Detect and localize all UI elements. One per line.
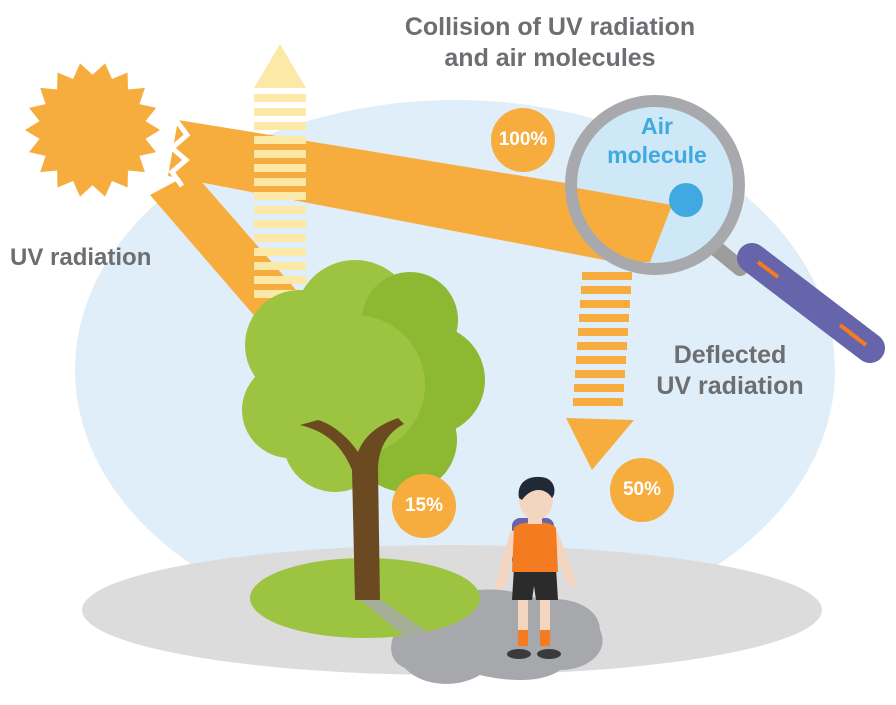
person-figure: [495, 476, 577, 659]
diagram-title: Collision of UV radiation and air molecu…: [380, 12, 720, 75]
sun-icon: [25, 63, 160, 197]
badge-100-percent: 100%: [491, 108, 555, 172]
badge-50-percent: 50%: [610, 458, 674, 522]
badge-15-percent: 15%: [392, 474, 456, 538]
tree-foliage: [242, 260, 485, 492]
deflected-uv-label: Deflected UV radiation: [640, 340, 820, 403]
uv-radiation-label: UV radiation: [10, 244, 152, 271]
deflected-uv-arrow: [566, 272, 634, 470]
deflected-line-2: UV radiation: [656, 372, 804, 401]
deflected-line-1: Deflected: [673, 341, 787, 369]
tree-shadow: [358, 598, 440, 645]
air-molecule-line-2: molecule: [607, 141, 707, 168]
title-line-1: Collision of UV radiation: [404, 13, 696, 41]
air-molecule-label: Air molecule: [598, 112, 716, 170]
sun-beam-zigzag: [168, 118, 191, 188]
magnifier-lens: [565, 95, 745, 275]
title-line-2: and air molecules: [444, 44, 656, 73]
air-molecule-dot: [669, 183, 703, 217]
air-molecule-line-1: Air: [641, 113, 673, 139]
tree-trunk: [300, 418, 404, 600]
